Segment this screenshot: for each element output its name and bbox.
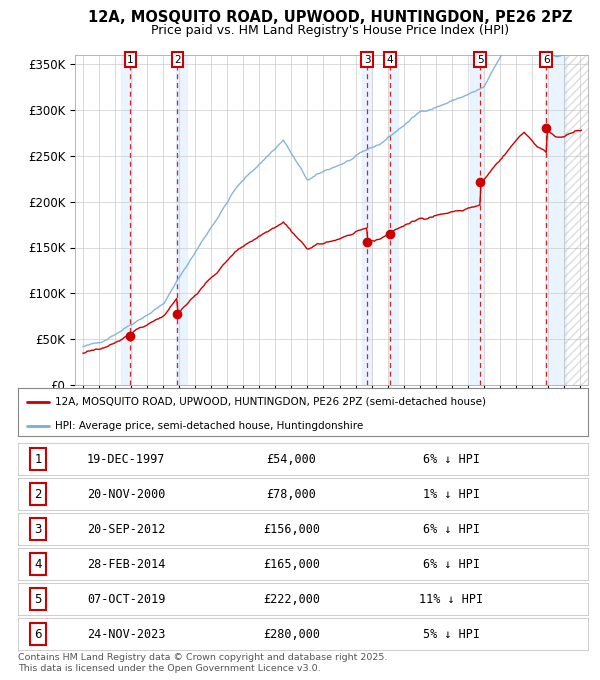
Text: 24-NOV-2023: 24-NOV-2023 (87, 628, 166, 641)
Text: 3: 3 (34, 522, 41, 536)
Text: £222,000: £222,000 (263, 592, 320, 606)
Text: 2: 2 (174, 54, 181, 65)
Text: 1: 1 (127, 54, 134, 65)
Text: 12A, MOSQUITO ROAD, UPWOOD, HUNTINGDON, PE26 2PZ (semi-detached house): 12A, MOSQUITO ROAD, UPWOOD, HUNTINGDON, … (55, 397, 486, 407)
Bar (176, 55, 187, 385)
Text: 6% ↓ HPI: 6% ↓ HPI (422, 522, 480, 536)
Text: 5: 5 (34, 592, 41, 606)
Text: 28-FEB-2014: 28-FEB-2014 (87, 558, 166, 571)
Text: 1% ↓ HPI: 1% ↓ HPI (422, 488, 480, 500)
Text: £165,000: £165,000 (263, 558, 320, 571)
Text: 20-NOV-2000: 20-NOV-2000 (87, 488, 166, 500)
Text: £78,000: £78,000 (266, 488, 317, 500)
Text: 5: 5 (477, 54, 484, 65)
Text: HPI: Average price, semi-detached house, Huntingdonshire: HPI: Average price, semi-detached house,… (55, 421, 364, 431)
Text: 20-SEP-2012: 20-SEP-2012 (87, 522, 166, 536)
Bar (564, 55, 588, 385)
Text: 6: 6 (34, 628, 42, 641)
Text: 4: 4 (387, 54, 394, 65)
Bar (362, 55, 372, 385)
Text: £54,000: £54,000 (266, 453, 317, 466)
Text: 1: 1 (34, 453, 42, 466)
Text: 19-DEC-1997: 19-DEC-1997 (87, 453, 166, 466)
Text: £280,000: £280,000 (263, 628, 320, 641)
Text: 11% ↓ HPI: 11% ↓ HPI (419, 592, 483, 606)
Text: 6% ↓ HPI: 6% ↓ HPI (422, 558, 480, 571)
Text: 07-OCT-2019: 07-OCT-2019 (87, 592, 166, 606)
Text: 12A, MOSQUITO ROAD, UPWOOD, HUNTINGDON, PE26 2PZ: 12A, MOSQUITO ROAD, UPWOOD, HUNTINGDON, … (88, 10, 572, 24)
Text: 6: 6 (543, 54, 550, 65)
Text: 3: 3 (364, 54, 370, 65)
Bar (470, 55, 484, 385)
Text: £156,000: £156,000 (263, 522, 320, 536)
Text: 6% ↓ HPI: 6% ↓ HPI (422, 453, 480, 466)
Bar (389, 55, 398, 385)
Text: 5% ↓ HPI: 5% ↓ HPI (422, 628, 480, 641)
Text: Price paid vs. HM Land Registry's House Price Index (HPI): Price paid vs. HM Land Registry's House … (151, 24, 509, 37)
Text: 2: 2 (34, 488, 42, 500)
Text: 4: 4 (34, 558, 42, 571)
Bar (545, 55, 566, 385)
Text: Contains HM Land Registry data © Crown copyright and database right 2025.
This d: Contains HM Land Registry data © Crown c… (18, 653, 388, 673)
Bar (121, 55, 132, 385)
Bar (564, 55, 588, 385)
